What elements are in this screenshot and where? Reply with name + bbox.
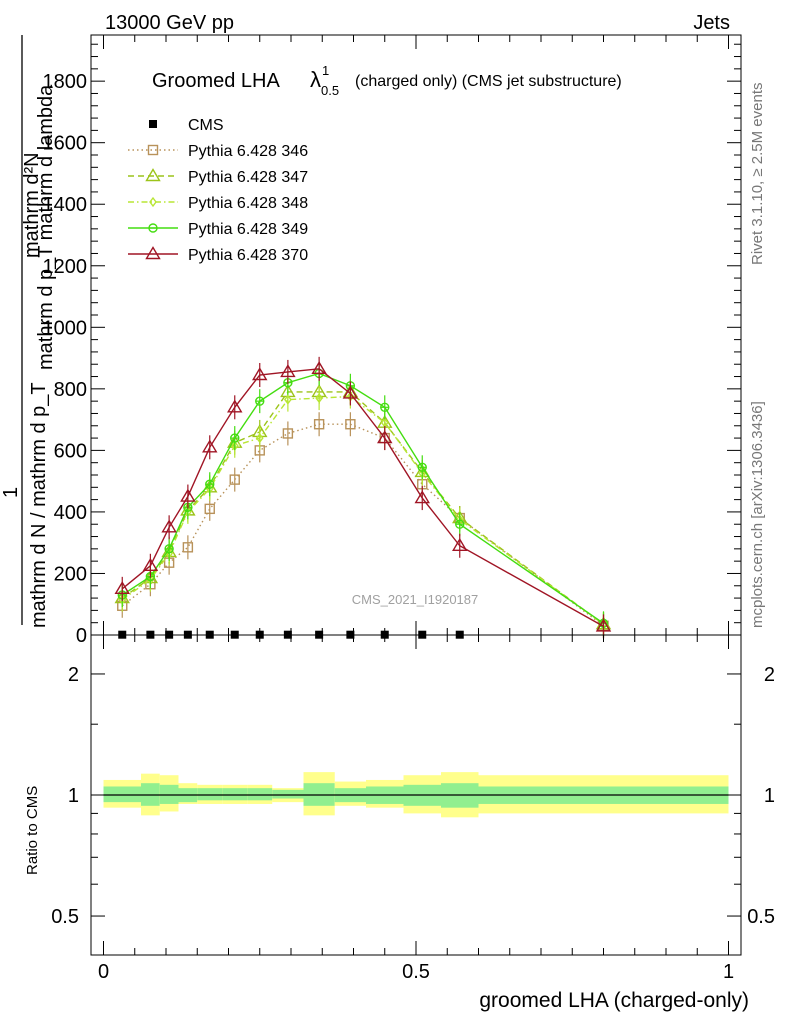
x-tick-label: 1 (723, 961, 734, 983)
x-tick-label: 0.5 (402, 961, 430, 983)
main-y-ticks: 0 200 400 600 800 1000 1200 1400 1600 1800 (43, 43, 741, 647)
y-tick-label: 1000 (43, 317, 88, 339)
legend-entry: Pythia 6.428 348 (128, 195, 308, 212)
data-point (252, 367, 268, 381)
series-line (121, 391, 604, 625)
legend-marker (149, 196, 157, 208)
y-tick-label: 0 (76, 625, 87, 647)
data-point (414, 490, 430, 504)
data-point (180, 488, 196, 502)
y-tick-label: 600 (54, 440, 87, 462)
legend-marker (147, 144, 159, 156)
rivet-label: Rivet 3.1.10, ≥ 2.5M events (749, 83, 766, 266)
data-point (311, 360, 327, 375)
legend-entry: Pythia 6.428 346 (128, 143, 308, 160)
ylabel-denominator: mathrm d N / mathrm d p_T (28, 382, 50, 628)
data-point (255, 432, 264, 444)
legend-entry: Pythia 6.428 370 (128, 246, 308, 264)
legend: CMS Pythia 6.428 346 Pythia 6.428 347 Pythi… (128, 117, 308, 264)
ratio-inner-band (159, 784, 179, 804)
ratio-y-tick-label: 2 (68, 664, 79, 686)
header-left: 13000 GeV pp (105, 12, 234, 34)
legend-entry: CMS (149, 117, 224, 134)
legend-label: Pythia 6.428 348 (188, 195, 308, 212)
ratio-inner-band (103, 786, 141, 803)
data-point (161, 519, 177, 533)
ratio-y-tick-label-right: 1 (764, 785, 775, 807)
data-point (452, 537, 468, 551)
data-point (182, 542, 194, 553)
data-point (342, 385, 359, 399)
legend-label: Pythia 6.428 346 (188, 143, 308, 160)
data-point (595, 618, 612, 632)
ratio-x-ticks: 0 0.5 1 (98, 635, 734, 983)
y-tick-label: 200 (54, 563, 87, 585)
title-sup: 1 (322, 63, 329, 78)
series-5 (114, 356, 612, 639)
legend-label: Pythia 6.428 349 (188, 221, 308, 238)
mcplots-label: mcplots.cern.ch [arXiv:1306.3436] (749, 401, 766, 628)
ratio-inner-band (247, 788, 273, 801)
title-symbol: λ (310, 67, 321, 92)
data-point (315, 392, 323, 404)
data-point (229, 474, 240, 485)
series-line (121, 372, 604, 624)
title-sub: 0.5 (321, 83, 339, 98)
ratio-y-tick-label: 1 (68, 785, 79, 807)
ratio-panel: 0.5 0.51 12 2 0 0.5 1 (51, 634, 775, 983)
title-text: Groomed LHA (152, 70, 280, 92)
ratio-y-label: Ratio to CMS (24, 786, 41, 875)
ratio-inner-band (197, 788, 223, 801)
main-y-label: mathrm d²N mathrm d p_T mathrm d lambda … (0, 35, 57, 628)
ratio-inner-band (222, 788, 248, 801)
ratio-y-tick-label-right: 2 (764, 664, 775, 686)
data-point (142, 557, 159, 571)
data-point (280, 364, 296, 378)
y-tick-label: 1200 (43, 256, 88, 278)
series-line (121, 395, 604, 625)
x-tick-label: 0 (98, 961, 109, 983)
data-point (204, 503, 215, 515)
ratio-inner-band (272, 789, 304, 799)
data-point (284, 394, 292, 405)
y-tick-label: 1600 (43, 133, 88, 155)
y-tick-label: 1400 (43, 194, 88, 216)
legend-marker (149, 120, 157, 128)
data-point (345, 419, 356, 430)
ratio-bands (103, 772, 729, 818)
data-point (227, 399, 243, 413)
legend-label: Pythia 6.428 347 (188, 169, 308, 186)
legend-entry: Pythia 6.428 349 (128, 221, 308, 238)
ylabel-numerator: mathrm d²N (21, 152, 43, 258)
ylabel-one: 1 (0, 487, 22, 498)
title-suffix: (charged only) (CMS jet substructure) (355, 73, 622, 90)
data-point (377, 430, 393, 444)
legend-label: Pythia 6.428 370 (188, 247, 308, 264)
y-tick-label: 1800 (43, 71, 88, 93)
ratio-y-tick-label: 0.5 (51, 906, 79, 928)
y-tick-label: 800 (54, 379, 87, 401)
legend-entry: Pythia 6.428 347 (128, 168, 308, 186)
ratio-y-tick-label-right: 0.5 (747, 906, 775, 928)
data-point (313, 419, 325, 430)
data-point (202, 439, 218, 453)
legend-label: CMS (188, 117, 224, 134)
series-line (121, 368, 604, 627)
main-title: Groomed LHA λ 1 0.5 (charged only) (CMS … (152, 63, 622, 98)
legend-marker (145, 246, 161, 260)
y-tick-label: 400 (54, 502, 87, 524)
main-series (114, 356, 612, 639)
header-right: Jets (693, 12, 730, 34)
x-axis-label: groomed LHA (charged-only) (479, 989, 749, 1012)
main-panel: 0 200 400 600 800 1000 1200 1400 1600 1800 (43, 34, 742, 647)
data-point (114, 580, 130, 595)
ratio-y-ticks: 0.5 0.5 1 1 2 2 (51, 634, 775, 928)
ylabel-numerator-line2: mathrm d p_T mathrm d lambda (35, 84, 57, 370)
analysis-watermark: CMS_2021_I1920187 (352, 592, 479, 607)
data-point (282, 428, 294, 439)
main-x-ticks (103, 35, 729, 635)
legend-marker (145, 168, 161, 182)
